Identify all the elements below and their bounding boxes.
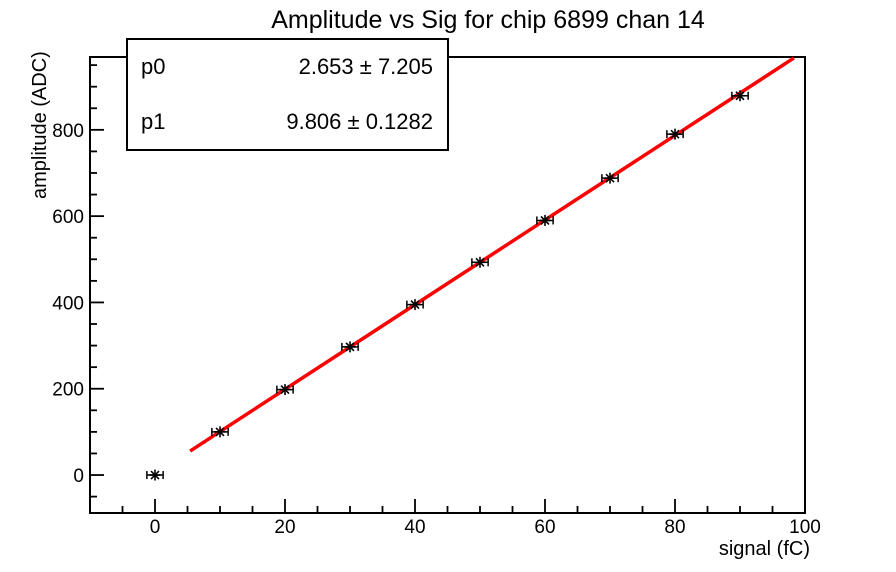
- y-tick-label: 200: [52, 380, 84, 401]
- fit-line: [189, 56, 795, 453]
- data-point-marker: [670, 129, 680, 139]
- x-axis-title: signal (fC): [718, 538, 810, 560]
- chart-title: Amplitude vs Sig for chip 6899 chan 14: [271, 6, 705, 34]
- y-tick-label: 0: [73, 466, 84, 487]
- data-point-marker: [410, 300, 420, 310]
- data-point-marker: [150, 470, 160, 480]
- x-tick-label: 60: [534, 517, 555, 538]
- fit-stats-box: p0 2.653 ± 7.205 p1 9.806 ± 0.1282: [126, 38, 449, 151]
- x-tick-label: 100: [789, 517, 821, 538]
- stat-p0-value: 2.653 ± 7.205: [298, 54, 433, 80]
- x-tick-label: 20: [274, 517, 295, 538]
- stat-row-p1: p1 9.806 ± 0.1282: [128, 108, 447, 134]
- y-tick-label: 800: [52, 121, 84, 142]
- stat-row-p0: p0 2.653 ± 7.205: [128, 56, 447, 78]
- data-point-marker: [345, 342, 355, 352]
- x-tick-label: 0: [150, 517, 161, 538]
- y-axis-title: amplitude (ADC): [29, 51, 51, 199]
- data-point-marker: [540, 215, 550, 226]
- stat-p1-value: 9.806 ± 0.1282: [286, 108, 433, 134]
- x-tick-label: 40: [404, 517, 425, 538]
- data-point-marker: [735, 91, 745, 101]
- stat-p1-label: p1: [141, 108, 166, 134]
- stat-p0-label: p0: [141, 54, 166, 80]
- y-tick-label: 600: [52, 207, 84, 228]
- data-point-marker: [280, 385, 290, 395]
- data-point-marker: [475, 257, 485, 267]
- data-point-marker: [215, 427, 225, 437]
- data-point-marker: [605, 173, 615, 183]
- y-tick-label: 400: [52, 293, 84, 314]
- x-tick-label: 80: [664, 517, 685, 538]
